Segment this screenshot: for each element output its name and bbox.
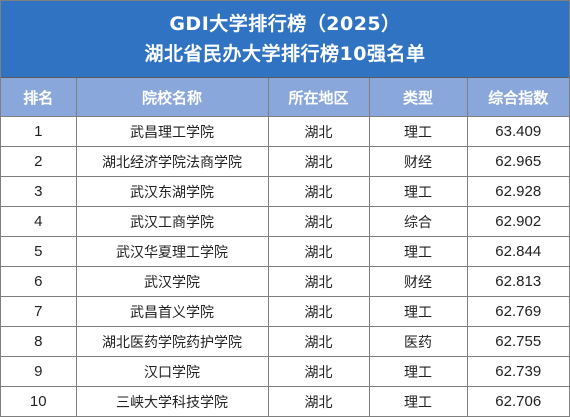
rank-cell: 1 <box>1 116 77 147</box>
score-cell: 63.409 <box>466 116 569 147</box>
rank-cell: 3 <box>1 176 77 207</box>
score-cell: 62.706 <box>466 386 569 416</box>
table-row: 2 湖北经济学院法商学院 湖北 财经 62.965 <box>1 146 569 177</box>
school-name-cell: 三峡大学科技学院 <box>75 386 269 416</box>
region-cell: 湖北 <box>267 266 370 297</box>
score-cell: 62.769 <box>466 296 569 327</box>
rank-cell: 9 <box>1 356 77 387</box>
table-row: 10 三峡大学科技学院 湖北 理工 62.706 <box>1 386 569 416</box>
region-cell: 湖北 <box>267 176 370 207</box>
column-header-type: 类型 <box>368 78 468 117</box>
ranking-subtitle: 湖北省民办大学排行榜10强名单 <box>144 43 426 65</box>
ranking-title: GDI大学排行榜（2025） <box>169 13 401 35</box>
type-cell: 理工 <box>368 236 468 267</box>
school-name-cell: 汉口学院 <box>75 356 269 387</box>
region-cell: 湖北 <box>267 206 370 237</box>
type-cell: 财经 <box>368 146 468 177</box>
column-header-region: 所在地区 <box>267 78 370 117</box>
rank-cell: 8 <box>1 326 77 357</box>
score-cell: 62.813 <box>466 266 569 297</box>
school-name-cell: 武昌理工学院 <box>75 116 269 147</box>
rank-cell: 10 <box>1 386 77 416</box>
type-cell: 医药 <box>368 326 468 357</box>
ranking-table: 排名 院校名称 所在地区 类型 综合指数 1 武昌理工学院 湖北 理工 63.4… <box>1 78 569 416</box>
region-cell: 湖北 <box>267 116 370 147</box>
school-name-cell: 武汉工商学院 <box>75 206 269 237</box>
table-row: 6 武汉学院 湖北 财经 62.813 <box>1 266 569 297</box>
rank-cell: 4 <box>1 206 77 237</box>
table-row: 4 武汉工商学院 湖北 综合 62.902 <box>1 206 569 237</box>
type-cell: 综合 <box>368 206 468 237</box>
table-row: 5 武汉华夏理工学院 湖北 理工 62.844 <box>1 236 569 267</box>
region-cell: 湖北 <box>267 326 370 357</box>
score-cell: 62.844 <box>466 236 569 267</box>
score-cell: 62.965 <box>466 146 569 177</box>
rank-cell: 2 <box>1 146 77 177</box>
rank-cell: 7 <box>1 296 77 327</box>
table-row: 3 武汉东湖学院 湖北 理工 62.928 <box>1 176 569 207</box>
type-cell: 理工 <box>368 386 468 416</box>
table-row: 8 湖北医药学院药护学院 湖北 医药 62.755 <box>1 326 569 357</box>
column-header-rank: 排名 <box>1 78 77 117</box>
type-cell: 理工 <box>368 356 468 387</box>
score-cell: 62.739 <box>466 356 569 387</box>
type-cell: 财经 <box>368 266 468 297</box>
school-name-cell: 武汉华夏理工学院 <box>75 236 269 267</box>
region-cell: 湖北 <box>267 296 370 327</box>
school-name-cell: 武汉东湖学院 <box>75 176 269 207</box>
region-cell: 湖北 <box>267 236 370 267</box>
column-header-score: 综合指数 <box>466 78 569 117</box>
title-banner: GDI大学排行榜（2025） 湖北省民办大学排行榜10强名单 <box>1 1 569 78</box>
type-cell: 理工 <box>368 116 468 147</box>
table-row: 9 汉口学院 湖北 理工 62.739 <box>1 356 569 387</box>
column-header-school-name: 院校名称 <box>75 78 269 117</box>
region-cell: 湖北 <box>267 386 370 416</box>
table-header-row: 排名 院校名称 所在地区 类型 综合指数 <box>1 78 569 117</box>
school-name-cell: 武昌首义学院 <box>75 296 269 327</box>
school-name-cell: 武汉学院 <box>75 266 269 297</box>
rank-cell: 6 <box>1 266 77 297</box>
score-cell: 62.928 <box>466 176 569 207</box>
score-cell: 62.902 <box>466 206 569 237</box>
rank-cell: 5 <box>1 236 77 267</box>
table-row: 1 武昌理工学院 湖北 理工 63.409 <box>1 116 569 147</box>
school-name-cell: 湖北经济学院法商学院 <box>75 146 269 177</box>
score-cell: 62.755 <box>466 326 569 357</box>
region-cell: 湖北 <box>267 356 370 387</box>
type-cell: 理工 <box>368 296 468 327</box>
region-cell: 湖北 <box>267 146 370 177</box>
school-name-cell: 湖北医药学院药护学院 <box>75 326 269 357</box>
type-cell: 理工 <box>368 176 468 207</box>
table-row: 7 武昌首义学院 湖北 理工 62.769 <box>1 296 569 327</box>
